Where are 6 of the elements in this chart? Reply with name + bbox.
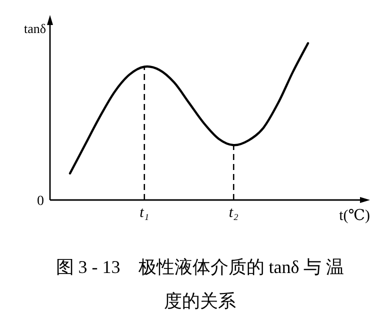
text: 图 3 - 13 极性液体介质的 tanδ 与 温度的关系 [54,256,346,313]
y-axis-title: tanδ [24,21,46,36]
x-tick-label: t₁ [140,205,150,221]
x-axis-title: t(℃) [339,208,370,224]
x-tick-label: t₂ [228,205,238,221]
text: 0 [37,194,44,209]
